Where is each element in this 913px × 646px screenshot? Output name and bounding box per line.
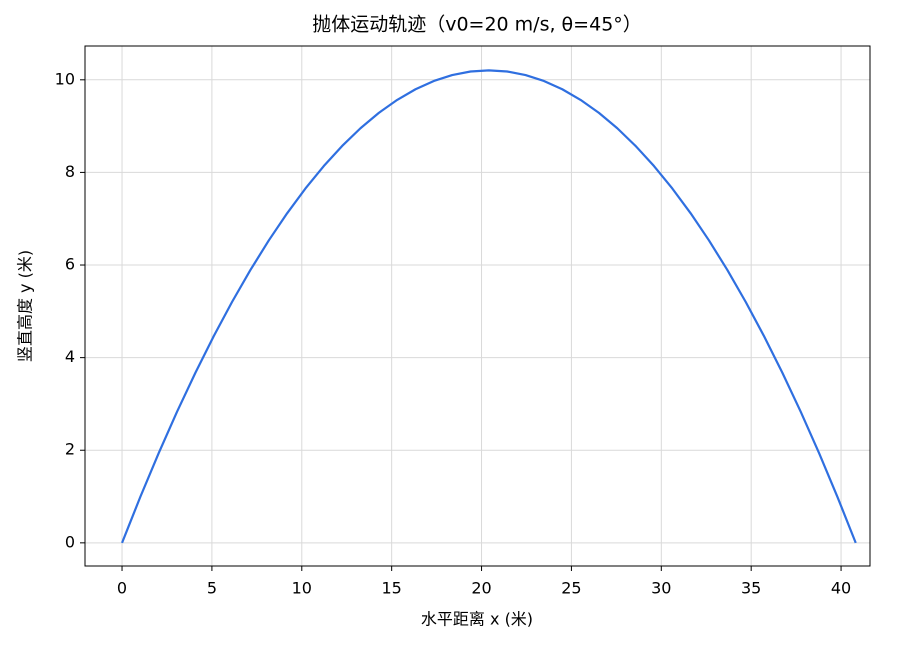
y-tick-label: 8 — [65, 162, 75, 181]
x-tick-label: 5 — [207, 579, 217, 598]
y-axis-label: 竖直高度 y (米) — [16, 250, 35, 362]
x-tick-label: 15 — [381, 579, 401, 598]
y-tick-label: 0 — [65, 532, 75, 551]
line-series — [121, 69, 857, 544]
y-tick-label: 2 — [65, 440, 75, 459]
x-tick-label: 30 — [651, 579, 671, 598]
x-tick-label: 25 — [561, 579, 581, 598]
plot-frame — [84, 45, 871, 567]
x-tick-label: 0 — [117, 579, 127, 598]
y-tick-label: 4 — [65, 347, 75, 366]
y-tick-label: 6 — [65, 255, 75, 274]
x-axis-label: 水平距离 x (米) — [421, 610, 533, 629]
x-tick-label: 10 — [292, 579, 312, 598]
x-tick-label: 20 — [471, 579, 491, 598]
chart-title: 抛体运动轨迹（v0=20 m/s, θ=45°） — [312, 14, 642, 36]
y-tick-label: 10 — [55, 69, 75, 88]
x-tick-label: 40 — [831, 579, 851, 598]
x-tick-label: 35 — [741, 579, 761, 598]
